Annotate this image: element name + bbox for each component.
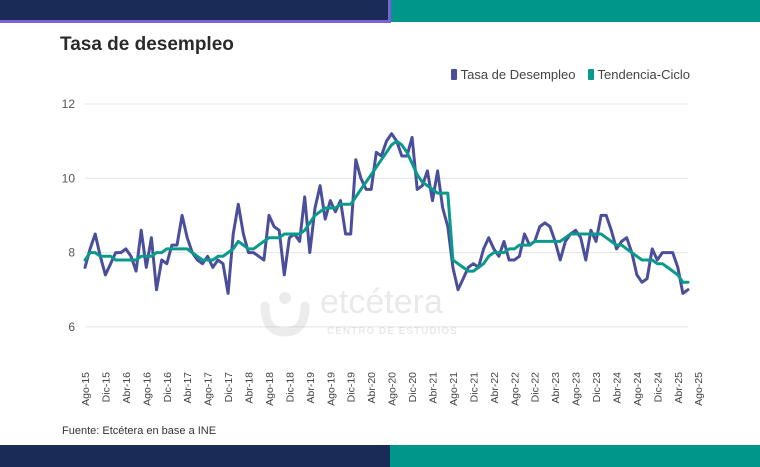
- top-band-accent: [0, 20, 390, 23]
- x-tick-label: Abr-19: [305, 372, 317, 404]
- x-tick-label: Ago-16: [141, 372, 153, 406]
- x-tick-label: Dic-21: [468, 372, 480, 403]
- bottom-band-teal: [390, 445, 760, 467]
- legend-label-desempleo: Tasa de Desempleo: [460, 67, 576, 82]
- x-tick-label: Abr-22: [489, 372, 501, 404]
- x-tick-label: Abr-21: [427, 372, 439, 404]
- series-line-tendencia-ciclo: [83, 139, 690, 284]
- x-tick-label: Dic-18: [284, 372, 296, 403]
- y-tick-label: 10: [62, 171, 76, 185]
- x-tick-label: Ago-17: [203, 372, 215, 406]
- x-tick-label: Abr-16: [121, 372, 133, 404]
- x-tick-label: Dic-20: [407, 372, 419, 403]
- chart-grid: [85, 103, 688, 328]
- x-tick-label: Abr-23: [550, 372, 562, 404]
- legend-item-tendencia: Tendencia-Ciclo: [587, 67, 691, 82]
- y-tick-label: 6: [68, 320, 75, 334]
- x-tick-label: Dic-23: [591, 372, 603, 403]
- legend-swatch-tendencia: [587, 69, 594, 80]
- x-tick-label: Abr-20: [366, 372, 378, 404]
- y-tick-label: 12: [62, 97, 76, 111]
- x-tick-label: Ago-18: [264, 372, 276, 406]
- watermark-logo-dot: [279, 292, 291, 304]
- series-lines: [83, 132, 690, 295]
- chart-legend: Tasa de Desempleo Tendencia-Ciclo: [450, 67, 691, 82]
- top-band-navy: [0, 0, 390, 22]
- x-tick-label: Ago-19: [325, 372, 337, 406]
- x-tick-label: Ago-25: [693, 372, 705, 406]
- top-band: [0, 0, 760, 23]
- series-line-tasa-de-desempleo: [83, 132, 690, 295]
- watermark: etcétera CENTRO DE ESTUDIOS: [260, 283, 458, 337]
- top-band-teal: [390, 0, 760, 22]
- legend-item-desempleo: Tasa de Desempleo: [450, 67, 576, 82]
- y-axis: 6 8 10 12: [62, 97, 76, 334]
- legend-label-tendencia: Tendencia-Ciclo: [597, 67, 691, 82]
- x-tick-label: Dic-22: [530, 372, 542, 403]
- watermark-name: etcétera: [320, 283, 443, 321]
- y-tick-label: 8: [68, 246, 75, 260]
- bottom-band: [0, 445, 760, 467]
- x-tick-label: Ago-21: [448, 372, 460, 406]
- x-tick-label: Dic-24: [652, 372, 664, 403]
- chart-title: Tasa de desempleo: [60, 34, 234, 55]
- x-tick-label: Dic-17: [223, 372, 235, 403]
- top-band-accent-divider: [388, 0, 391, 23]
- watermark-logo-smile: [260, 301, 310, 337]
- x-tick-label: Dic-15: [100, 372, 112, 403]
- x-axis: Ago-15 Dic-15 Abr-16 Ago-16 Dic-16 Abr-17 Ago-…: [80, 372, 705, 406]
- bottom-band-navy: [0, 445, 390, 467]
- x-tick-label: Ago-20: [387, 372, 399, 406]
- x-tick-label: Abr-24: [611, 372, 623, 404]
- legend-swatch-desempleo: [450, 69, 457, 80]
- x-tick-label: Ago-24: [632, 372, 644, 406]
- x-tick-label: Ago-15: [80, 372, 92, 406]
- x-tick-label: Abr-17: [182, 372, 194, 404]
- x-tick-label: Abr-18: [244, 372, 256, 404]
- source-note: Fuente: Etcétera en base a INE: [62, 425, 217, 437]
- x-tick-label: Abr-25: [673, 372, 685, 404]
- x-tick-label: Dic-16: [162, 372, 174, 403]
- watermark-subtitle: CENTRO DE ESTUDIOS: [327, 326, 458, 337]
- x-tick-label: Dic-19: [346, 372, 358, 403]
- x-tick-label: Ago-23: [571, 372, 583, 406]
- x-tick-label: Ago-22: [509, 372, 521, 406]
